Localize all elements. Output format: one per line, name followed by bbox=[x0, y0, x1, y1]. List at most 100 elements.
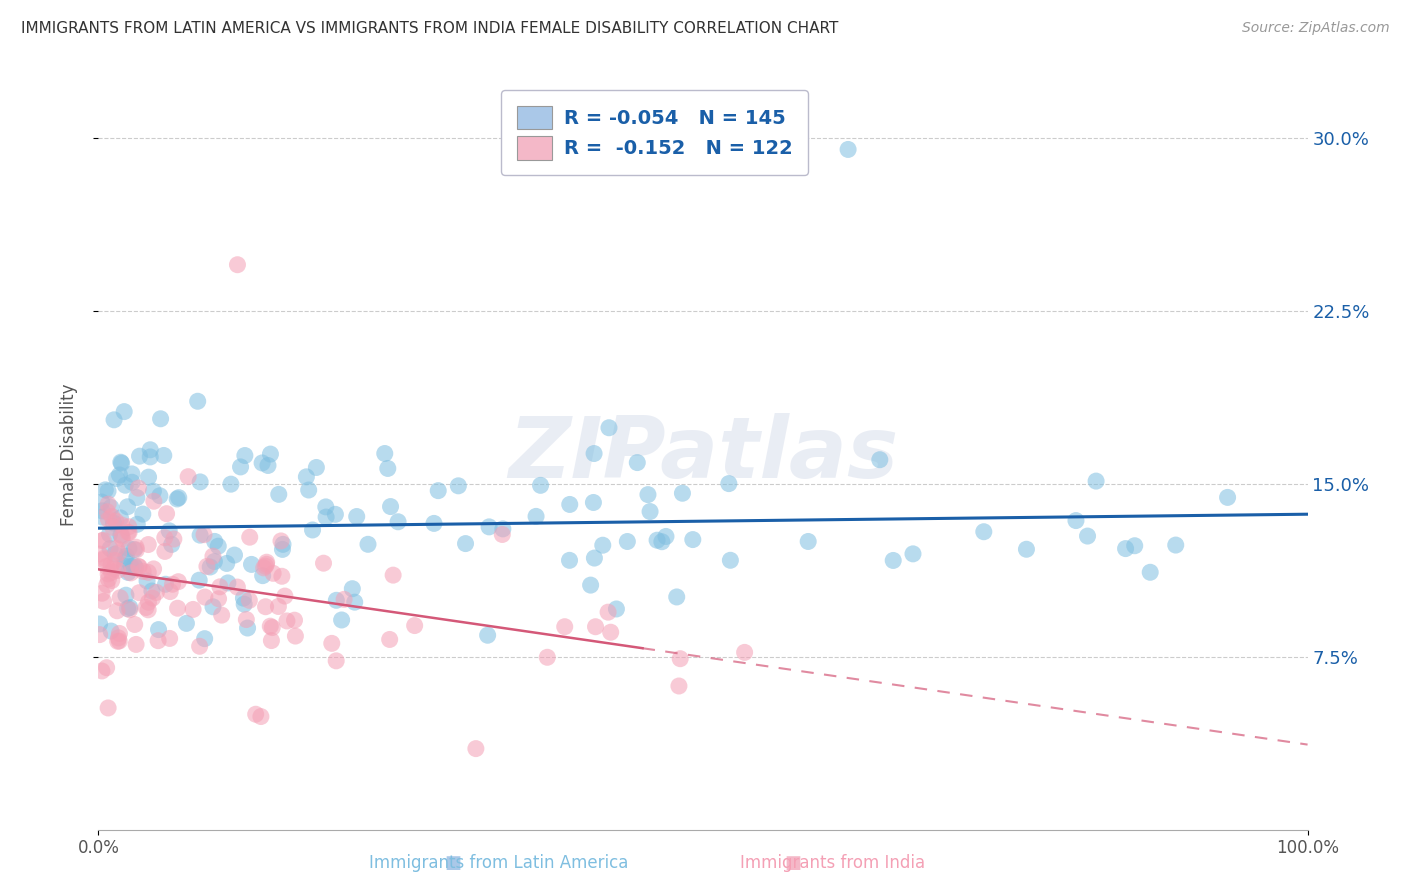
Text: ZIPatlas: ZIPatlas bbox=[508, 413, 898, 497]
Point bbox=[112, 558, 135, 573]
Point bbox=[301, 523, 323, 537]
Point bbox=[93, 552, 115, 566]
Point bbox=[226, 258, 249, 272]
Point bbox=[252, 568, 274, 582]
Point bbox=[136, 566, 159, 580]
Point bbox=[626, 456, 648, 470]
Point bbox=[901, 547, 924, 561]
Text: ■: ■ bbox=[444, 855, 461, 872]
Point bbox=[108, 468, 131, 483]
Point bbox=[195, 559, 218, 574]
Point bbox=[104, 514, 127, 528]
Point bbox=[211, 608, 233, 623]
Point bbox=[342, 582, 364, 596]
Point bbox=[283, 613, 305, 627]
Point bbox=[207, 539, 229, 553]
Point bbox=[97, 701, 120, 715]
Point bbox=[253, 561, 276, 575]
Point bbox=[163, 532, 186, 546]
Point bbox=[97, 497, 120, 511]
Point bbox=[262, 621, 284, 635]
Point bbox=[135, 600, 157, 615]
Point bbox=[638, 504, 661, 518]
Point bbox=[616, 534, 638, 549]
Point bbox=[583, 551, 606, 566]
Point bbox=[1115, 541, 1137, 556]
Point bbox=[93, 594, 115, 608]
Text: Immigrants from India: Immigrants from India bbox=[740, 855, 925, 872]
Point bbox=[117, 566, 139, 580]
Point bbox=[605, 602, 627, 616]
Point bbox=[215, 557, 238, 571]
Point bbox=[110, 511, 132, 525]
Point bbox=[734, 645, 756, 659]
Point bbox=[668, 679, 690, 693]
Point bbox=[233, 597, 256, 611]
Point bbox=[325, 654, 347, 668]
Point bbox=[226, 580, 249, 594]
Point bbox=[132, 565, 155, 579]
Point bbox=[108, 626, 131, 640]
Point bbox=[357, 537, 380, 551]
Text: ■: ■ bbox=[785, 855, 801, 872]
Point bbox=[100, 566, 122, 580]
Point bbox=[596, 605, 619, 619]
Point bbox=[96, 661, 118, 675]
Point bbox=[107, 546, 129, 560]
Point bbox=[122, 558, 145, 573]
Point bbox=[122, 542, 145, 557]
Point bbox=[110, 456, 132, 470]
Point bbox=[107, 634, 129, 648]
Point bbox=[208, 580, 231, 594]
Point bbox=[136, 574, 159, 588]
Point bbox=[125, 561, 148, 575]
Point bbox=[267, 599, 290, 614]
Point bbox=[599, 625, 621, 640]
Point bbox=[93, 550, 115, 565]
Point bbox=[259, 619, 281, 633]
Point bbox=[233, 449, 256, 463]
Point bbox=[117, 525, 139, 540]
Point bbox=[167, 574, 190, 589]
Point bbox=[100, 558, 122, 572]
Point bbox=[155, 577, 177, 591]
Point bbox=[315, 500, 337, 514]
Point bbox=[478, 520, 501, 534]
Point bbox=[491, 527, 513, 541]
Point bbox=[380, 500, 402, 514]
Point bbox=[176, 616, 198, 631]
Point bbox=[128, 560, 150, 574]
Point bbox=[188, 528, 211, 542]
Point bbox=[115, 549, 138, 564]
Point bbox=[524, 509, 547, 524]
Point bbox=[111, 518, 134, 533]
Point bbox=[224, 548, 246, 562]
Point bbox=[89, 617, 111, 632]
Point bbox=[181, 602, 204, 616]
Point bbox=[139, 450, 162, 464]
Point bbox=[136, 603, 159, 617]
Point bbox=[114, 478, 136, 492]
Point bbox=[125, 637, 148, 651]
Point bbox=[262, 566, 284, 581]
Point bbox=[101, 509, 124, 524]
Point bbox=[115, 588, 138, 602]
Point bbox=[90, 495, 112, 509]
Point bbox=[232, 591, 254, 606]
Point bbox=[305, 460, 328, 475]
Point bbox=[682, 533, 704, 547]
Point bbox=[91, 586, 114, 600]
Point bbox=[157, 524, 180, 538]
Point bbox=[105, 471, 128, 485]
Point bbox=[91, 510, 114, 524]
Point bbox=[797, 534, 820, 549]
Point bbox=[125, 540, 148, 554]
Point bbox=[159, 632, 181, 646]
Point bbox=[882, 553, 904, 567]
Point bbox=[343, 595, 366, 609]
Point bbox=[219, 477, 242, 491]
Point bbox=[97, 484, 120, 499]
Point bbox=[104, 547, 127, 561]
Point bbox=[427, 483, 450, 498]
Point bbox=[256, 558, 278, 572]
